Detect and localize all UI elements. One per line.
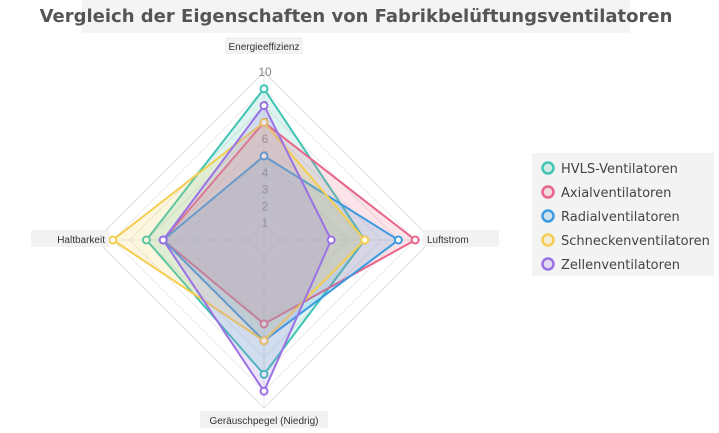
axis-label: Energieeffizienz: [229, 42, 300, 53]
legend-item[interactable]: Radialventilatoren: [541, 209, 680, 225]
data-point[interactable]: [326, 235, 336, 245]
legend-marker: [541, 161, 555, 175]
legend-item[interactable]: Schneckenventilatoren: [541, 233, 710, 249]
data-point[interactable]: [259, 336, 269, 346]
legend-label: Radialventilatoren: [561, 210, 680, 225]
data-point[interactable]: [360, 235, 370, 245]
legend-marker: [541, 257, 555, 271]
data-point[interactable]: [259, 319, 269, 329]
legend-label: HVLS-Ventilatoren: [561, 162, 678, 177]
data-point[interactable]: [259, 369, 269, 379]
axis-label: Luftstrom: [427, 235, 469, 246]
data-point[interactable]: [259, 386, 269, 396]
data-point[interactable]: [158, 235, 168, 245]
legend: HVLS-Ventilatoren Axialventilatoren Radial…: [541, 161, 710, 273]
data-point[interactable]: [259, 151, 269, 161]
legend-item[interactable]: Zellenventilatoren: [541, 257, 680, 273]
axis-label-background: [225, 37, 303, 54]
tick-label: 2: [262, 199, 269, 213]
tick-label: 1: [262, 216, 269, 230]
data-point[interactable]: [393, 235, 403, 245]
axis-label-background: [31, 230, 109, 247]
legend-marker: [541, 185, 555, 199]
chart-title-background: [82, 0, 630, 33]
tick-label: 6: [262, 132, 269, 146]
axis-label-background: [423, 230, 499, 247]
data-point[interactable]: [259, 101, 269, 111]
axis-labels: Energieeffizienz Luftstrom Geräuschpegel (…: [31, 37, 499, 428]
tick-label: 10: [258, 65, 272, 79]
data-point[interactable]: [259, 117, 269, 127]
legend-label: Zellenventilatoren: [561, 258, 680, 273]
radar-series: [108, 84, 420, 396]
axis-label: Haltbarkeit: [57, 235, 105, 246]
series-Schneckenventilatoren: [108, 117, 370, 346]
legend-background: [532, 153, 714, 276]
legend-marker: [541, 209, 555, 223]
tick-label: 3: [262, 183, 269, 197]
legend-label: Schneckenventilatoren: [561, 234, 710, 249]
data-point[interactable]: [141, 235, 151, 245]
axis-label-background: [200, 411, 328, 428]
chart-title: Vergleich der Eigenschaften von Fabrikbe…: [40, 6, 673, 27]
data-point[interactable]: [259, 84, 269, 94]
series-area: [162, 104, 333, 393]
axis-label: Geräuschpegel (Niedrig): [210, 416, 319, 427]
legend-item[interactable]: HVLS-Ventilatoren: [541, 161, 678, 177]
legend-marker: [541, 233, 555, 247]
series-Zellenventilatoren: [158, 101, 336, 396]
legend-label: Axialventilatoren: [561, 186, 671, 201]
legend-item[interactable]: Axialventilatoren: [541, 185, 672, 201]
data-point[interactable]: [108, 235, 118, 245]
data-point[interactable]: [410, 235, 420, 245]
tick-label: 4: [262, 166, 269, 180]
